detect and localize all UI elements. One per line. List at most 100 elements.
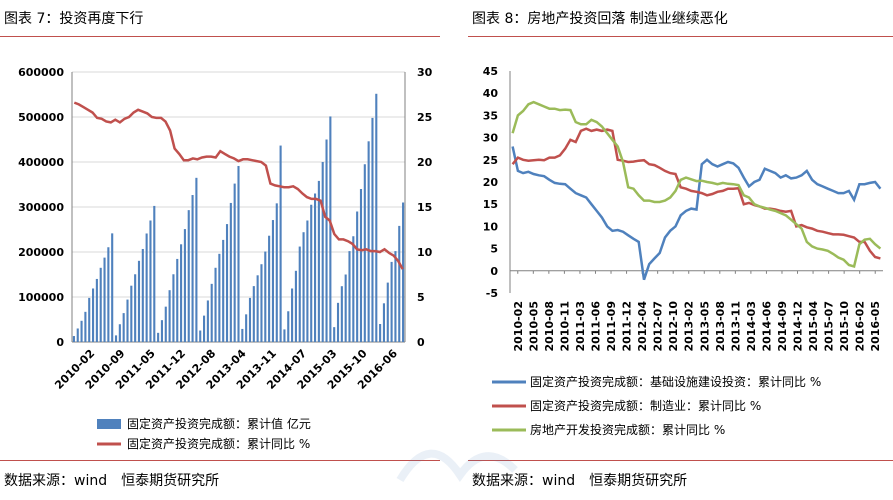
bar-investment-cumulative (211, 284, 213, 342)
bar-investment-cumulative (73, 336, 75, 342)
bar-investment-cumulative (218, 254, 220, 342)
bar-investment-cumulative (368, 141, 370, 342)
bar-investment-cumulative (126, 300, 128, 342)
bar-investment-cumulative (230, 203, 232, 342)
bar-investment-cumulative (180, 244, 182, 342)
bar-investment-cumulative (195, 178, 197, 342)
watermark-logo (380, 420, 530, 500)
bar-investment-cumulative (318, 181, 320, 342)
right-chart-x-tick-label: 2015-10 (838, 301, 851, 352)
legend-label-bar: 固定资产投资完成额：累计值 亿元 (127, 416, 311, 431)
bar-investment-cumulative (291, 288, 293, 342)
right-y-tick-label: 20 (417, 156, 433, 169)
right-y-tick-label: 10 (417, 246, 433, 259)
right-chart-y-tick-label: 5 (490, 243, 498, 256)
right-chart-y-tick-label: 30 (483, 132, 499, 145)
bar-investment-cumulative (276, 203, 278, 342)
bar-investment-cumulative (402, 203, 404, 343)
bar-investment-cumulative (295, 271, 297, 342)
right-chart-x-tick-label: 2015-04 (807, 301, 820, 352)
bar-investment-cumulative (103, 258, 105, 342)
right-y-tick-label: 5 (417, 291, 425, 304)
bar-investment-cumulative (272, 220, 274, 342)
line-real-estate-yoy (513, 102, 881, 266)
bar-investment-cumulative (199, 331, 201, 342)
bar-investment-cumulative (241, 329, 243, 342)
right-y-tick-label: 25 (417, 111, 432, 124)
left-y-tick-label: 200000 (18, 246, 64, 259)
bar-investment-cumulative (81, 321, 83, 342)
bar-investment-cumulative (398, 226, 400, 342)
bar-investment-cumulative (153, 206, 155, 342)
bar-investment-cumulative (245, 314, 247, 342)
bar-investment-cumulative (161, 320, 163, 342)
left-y-tick-label: 300000 (18, 201, 64, 214)
bar-investment-cumulative (371, 118, 373, 342)
right-chart-x-tick-label: 2011-12 (621, 301, 634, 352)
right-chart-x-tick-label: 2015-07 (823, 301, 836, 352)
right-y-tick-label: 15 (417, 201, 432, 214)
left-bottom-rule (0, 460, 440, 461)
bar-investment-cumulative (364, 164, 366, 342)
bar-investment-cumulative (314, 194, 316, 343)
bar-investment-cumulative (88, 298, 90, 342)
bar-investment-cumulative (287, 311, 289, 342)
bar-investment-cumulative (237, 166, 239, 342)
bar-investment-cumulative (134, 274, 136, 342)
right-chart-y-tick-label: 0 (490, 265, 498, 278)
bar-investment-cumulative (333, 327, 335, 342)
right-chart-svg: -50510152025303540452010-02 2010-05 2010-0… (468, 0, 893, 460)
right-chart-x-tick-label: 2011-09 (605, 301, 618, 352)
bar-investment-cumulative (360, 189, 362, 342)
right-chart-x-tick-label: 2010-05 (527, 301, 540, 352)
bar-investment-cumulative (283, 329, 285, 342)
left-y-tick-label: 400000 (18, 156, 64, 169)
right-chart-x-tick-label: 2014-12 (792, 301, 805, 352)
bar-investment-cumulative (341, 286, 343, 342)
bar-investment-cumulative (303, 232, 305, 342)
left-y-tick-label: 600000 (18, 66, 64, 79)
bar-investment-cumulative (142, 249, 144, 342)
right-chart-x-tick-label: 2012-04 (636, 301, 649, 352)
bar-investment-cumulative (299, 247, 301, 342)
right-chart-y-tick-label: 35 (483, 109, 498, 122)
right-chart-y-tick-label: 45 (483, 65, 498, 78)
bar-investment-cumulative (352, 236, 354, 342)
right-chart-y-tick-label: 10 (483, 220, 499, 233)
bar-investment-cumulative (207, 300, 209, 342)
bar-investment-cumulative (268, 236, 270, 342)
bar-investment-cumulative (222, 240, 224, 342)
bar-investment-cumulative (348, 251, 350, 342)
left-chart-panel: 图表 7：投资再度下行 0 100000 200000 300000 400000 500… (0, 0, 440, 497)
right-chart-x-tick-label: 2013-05 (698, 301, 711, 352)
bar-investment-cumulative (257, 275, 259, 342)
bar-investment-cumulative (214, 268, 216, 342)
right-chart-x-tick-label: 2014-09 (776, 301, 789, 352)
bar-investment-cumulative (192, 195, 194, 342)
bar-investment-cumulative (107, 247, 109, 342)
bar-investment-cumulative (394, 251, 396, 342)
bar-investment-cumulative (387, 283, 389, 342)
right-bottom-rule (468, 460, 893, 461)
bar-investment-cumulative (123, 313, 125, 342)
right-chart-x-tick-label: 2011-06 (589, 301, 602, 352)
bar-investment-cumulative (188, 210, 190, 342)
bar-investment-cumulative (391, 262, 393, 342)
bar-investment-cumulative (157, 333, 159, 342)
right-chart-x-tick-label: 2013-02 (683, 301, 696, 352)
bar-investment-cumulative (77, 328, 79, 342)
bar-investment-cumulative (356, 212, 358, 343)
bar-investment-cumulative (345, 275, 347, 343)
right-chart-x-tick-label: 2010-08 (543, 301, 556, 352)
right-chart-x-tick-label: 2012-07 (652, 301, 665, 352)
legend-real-estate-label: 房地产开发投资完成额：累计同比 % (530, 422, 725, 437)
bar-investment-cumulative (100, 268, 102, 342)
legend-infrastructure-label: 固定资产投资完成额：基础设施建设投资：累计同比 % (530, 374, 821, 389)
bar-investment-cumulative (149, 220, 151, 342)
right-chart-x-tick-label: 2016-02 (854, 301, 867, 352)
line-infrastructure-yoy (513, 147, 881, 280)
bar-investment-cumulative (111, 233, 113, 342)
bar-investment-cumulative (172, 274, 174, 342)
right-chart-panel: 图表 8：房地产投资回落 制造业继续恶化 -5 0 5 10 15 20 25 30 35 40 4… (468, 0, 893, 497)
bar-investment-cumulative (234, 184, 236, 342)
